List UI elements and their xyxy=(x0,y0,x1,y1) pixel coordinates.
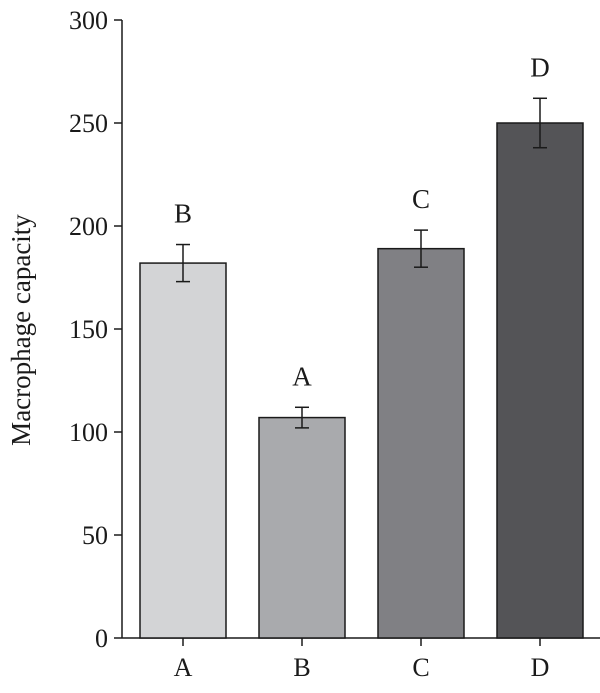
y-tick-label: 150 xyxy=(69,315,108,344)
y-axis: 0 50 100 150 200 250 300 xyxy=(69,6,123,653)
y-tick-label: 250 xyxy=(69,109,108,138)
x-tick-label: A xyxy=(174,653,193,682)
significance-label: B xyxy=(174,199,192,229)
bar-b xyxy=(258,416,346,639)
significance-label: A xyxy=(292,361,312,391)
x-tick-label: C xyxy=(412,653,429,682)
y-tick-label: 100 xyxy=(69,418,108,447)
bars xyxy=(139,97,584,639)
bar-c xyxy=(377,247,465,639)
significance-label: D xyxy=(530,52,550,82)
bar-d xyxy=(496,122,584,639)
bar-a xyxy=(139,262,227,639)
x-tick-label: B xyxy=(293,653,310,682)
x-axis: A B C D xyxy=(122,637,600,682)
y-tick-label: 0 xyxy=(95,624,108,653)
significance-label: C xyxy=(412,184,430,214)
x-tick-label: D xyxy=(531,653,550,682)
y-tick-label: 50 xyxy=(82,521,108,550)
y-tick-label: 200 xyxy=(69,212,108,241)
labels: B A C D xyxy=(174,52,550,391)
y-tick-label: 300 xyxy=(69,6,108,35)
y-axis-title: Macrophage capacity xyxy=(6,214,36,446)
